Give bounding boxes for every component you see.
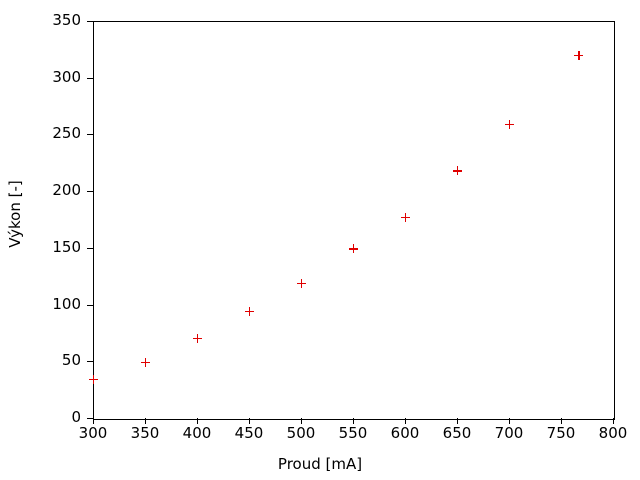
- x-tick: [509, 418, 510, 424]
- y-tick: [87, 21, 93, 22]
- x-tick-label: 500: [286, 424, 316, 442]
- x-tick: [405, 418, 406, 424]
- y-tick-label: 0: [71, 408, 81, 426]
- x-tick-label: 450: [234, 424, 264, 442]
- x-axis-label: Proud [mA]: [277, 455, 363, 473]
- x-tick: [561, 418, 562, 424]
- y-tick-label: 100: [52, 294, 81, 313]
- x-tick-label: 700: [494, 424, 524, 442]
- x-tick: [197, 418, 198, 424]
- x-tick-label: 400: [182, 424, 212, 442]
- x-tick: [93, 418, 94, 424]
- x-tick: [457, 418, 458, 424]
- y-tick-label: 350: [52, 11, 81, 29]
- x-tick-label: 550: [338, 424, 368, 442]
- y-tick: [87, 418, 93, 419]
- x-tick-label: 800: [598, 424, 628, 442]
- x-tick: [145, 418, 146, 424]
- x-tick-label: 350: [130, 424, 160, 442]
- y-tick-label: 200: [52, 181, 81, 200]
- x-tick-label: 650: [442, 424, 472, 442]
- y-tick-label: 300: [52, 67, 81, 86]
- x-tick-label: 750: [546, 424, 576, 442]
- y-tick-label: 50: [61, 351, 81, 370]
- x-tick: [353, 418, 354, 424]
- y-tick: [87, 361, 93, 363]
- x-tick: [249, 418, 250, 424]
- x-tick: [301, 418, 302, 424]
- y-tick-label: 250: [52, 124, 81, 143]
- y-tick: [87, 77, 93, 79]
- y-tick: [87, 247, 93, 249]
- y-axis-label: Výkon [-]: [6, 180, 24, 248]
- x-tick: [613, 418, 614, 424]
- plot-area-frame: [93, 21, 615, 420]
- x-tick-label: 300: [78, 424, 108, 442]
- x-tick-label: 600: [390, 424, 420, 442]
- y-tick-label: 150: [52, 237, 81, 256]
- y-tick: [87, 304, 93, 306]
- y-tick: [87, 191, 93, 193]
- y-tick: [87, 134, 93, 136]
